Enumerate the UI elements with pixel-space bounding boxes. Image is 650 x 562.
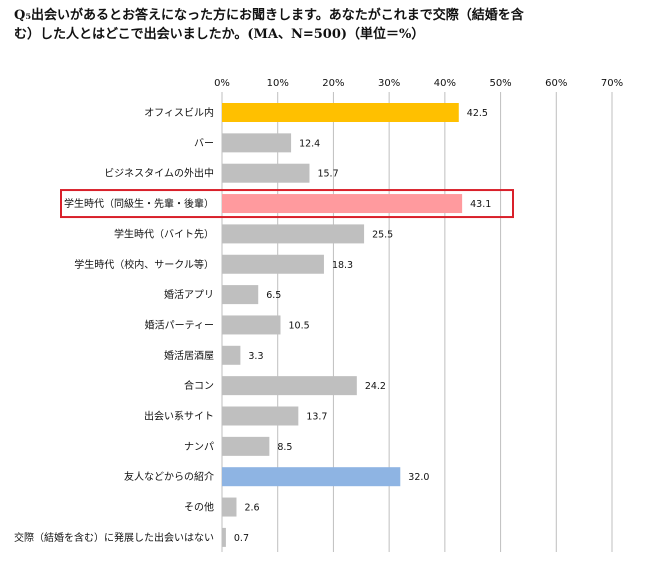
bar xyxy=(222,527,226,547)
data-label: 43.1 xyxy=(470,199,491,210)
category-label: ナンパ xyxy=(184,441,214,453)
x-tick-label: 60% xyxy=(545,78,567,89)
category-label: 学生時代（校内、サークル等） xyxy=(74,258,214,271)
category-label: 出会い系サイト xyxy=(144,410,214,423)
bar xyxy=(222,467,401,487)
data-label: 32.0 xyxy=(408,472,429,483)
title-line-1: Q₅出会いがあるとお答えになった方にお聞きします。あなたがこれまで交際（結婚を含 xyxy=(14,8,524,23)
data-label: 15.7 xyxy=(317,169,338,180)
bar xyxy=(222,224,365,244)
data-label: 10.5 xyxy=(289,320,310,331)
bar xyxy=(222,315,281,335)
bar xyxy=(222,133,292,153)
x-tick-label: 50% xyxy=(489,78,511,89)
bar xyxy=(222,285,259,305)
tick-labels: 0% 10% 20% 30% 40% 50% 60% 70% xyxy=(214,78,623,89)
bar xyxy=(222,103,459,122)
x-tick-label: 70% xyxy=(601,78,623,89)
category-label: 合コン xyxy=(184,379,214,392)
category-label: 友人などからの紹介 xyxy=(124,470,214,483)
category-label: 学生時代（バイト先） xyxy=(114,227,214,240)
category-label: ビジネスタイムの外出中 xyxy=(104,167,214,180)
bar xyxy=(222,254,324,274)
category-label: 婚活居酒屋 xyxy=(164,349,214,362)
data-label: 0.7 xyxy=(234,533,249,544)
bar xyxy=(222,376,357,396)
bar xyxy=(222,163,310,183)
x-tick-label: 30% xyxy=(378,78,400,89)
category-label: 交際（結婚を含む）に発展した出会いはない xyxy=(14,531,214,544)
data-label: 25.5 xyxy=(372,229,393,240)
category-label: 婚活アプリ xyxy=(164,288,214,301)
bar xyxy=(222,406,299,426)
bar xyxy=(222,497,237,517)
data-label: 2.6 xyxy=(244,503,259,514)
x-tick-label: 40% xyxy=(434,78,456,89)
x-tick-label: 10% xyxy=(267,78,289,89)
bars xyxy=(222,103,463,547)
bar xyxy=(222,436,270,456)
value-labels: 42.5 12.4 15.7 43.1 25.5 18.3 6.5 10.5 3.3 24.2 13… xyxy=(234,108,491,544)
highlight-outline-layer xyxy=(60,189,514,219)
bar xyxy=(222,194,463,214)
data-label: 18.3 xyxy=(332,260,353,271)
x-tick-label: 0% xyxy=(214,78,230,89)
chart-title: Q₅出会いがあるとお答えになった方にお聞きします。あなたがこれまで交際（結婚を含… xyxy=(14,6,634,44)
category-label: その他 xyxy=(184,501,214,514)
x-tick-label: 20% xyxy=(322,78,344,89)
data-label: 42.5 xyxy=(467,108,488,119)
data-label: 24.2 xyxy=(365,381,386,392)
category-label: バー xyxy=(194,137,214,149)
data-label: 8.5 xyxy=(277,442,292,453)
category-label: 学生時代（同級生・先輩・後輩） xyxy=(64,197,214,210)
highlight-outline xyxy=(60,189,514,219)
data-label: 3.3 xyxy=(248,351,263,362)
title-line-2: む）した人とはどこで出会いましたか。(MA、N=500)（単位＝%） xyxy=(14,27,425,42)
data-label: 13.7 xyxy=(306,412,327,423)
category-label: オフィスビル内 xyxy=(144,106,214,119)
category-label: 婚活パーティー xyxy=(145,318,214,331)
data-label: 12.4 xyxy=(299,138,320,149)
bar xyxy=(222,345,241,365)
data-label: 6.5 xyxy=(266,290,281,301)
